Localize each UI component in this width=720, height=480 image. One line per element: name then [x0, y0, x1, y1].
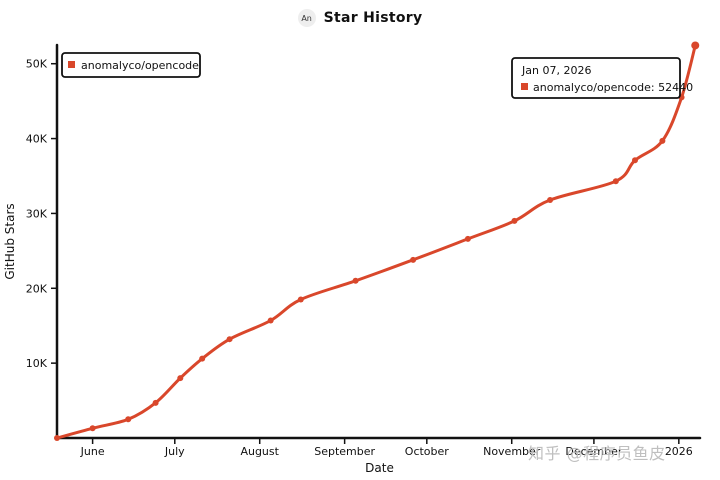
legend-swatch: [68, 61, 75, 68]
data-point: [511, 217, 518, 224]
data-point: [267, 317, 274, 324]
data-point: [89, 425, 96, 432]
data-point: [547, 196, 554, 203]
chart-header: An Star History: [0, 6, 720, 30]
series-points: [54, 41, 700, 441]
data-point: [152, 399, 159, 406]
x-tick-label: October: [405, 445, 449, 458]
data-point: [410, 256, 417, 263]
legend-box: [61, 52, 201, 78]
data-point: [352, 277, 359, 284]
y-tick-label: 40K: [26, 133, 48, 146]
y-tick-label: 20K: [26, 282, 48, 295]
x-axis-ticks: June July August September October November De…: [80, 438, 693, 458]
x-tick-label: 2026: [665, 445, 693, 458]
data-point: [659, 137, 666, 144]
data-point: [177, 375, 184, 382]
tooltip-swatch: [521, 83, 528, 90]
y-tick-label: 10K: [26, 357, 48, 370]
data-point: [612, 178, 619, 185]
tooltip-box: [511, 57, 681, 99]
y-tick-label: 50K: [26, 58, 48, 71]
data-point: [226, 336, 233, 343]
data-point: [54, 435, 60, 441]
series-line-anomalyco-opencode: [55, 43, 697, 440]
data-point: [199, 355, 206, 362]
legend[interactable]: anomalyco/opencode: [61, 52, 201, 78]
x-tick-label: July: [164, 445, 185, 458]
data-point: [297, 296, 304, 303]
data-point: [125, 416, 132, 423]
tooltip-date: Jan 07, 2026: [521, 64, 591, 77]
data-point: [631, 157, 638, 164]
y-axis-ticks: 10K 20K 30K 40K 50K: [26, 58, 57, 370]
chart-title: Star History: [323, 10, 423, 26]
data-point: [464, 235, 471, 242]
x-tick-label: August: [240, 445, 279, 458]
tooltip: Jan 07, 2026 anomalyco/opencode: 52440: [511, 57, 693, 99]
x-tick-label: December: [565, 445, 623, 458]
repo-avatar: An: [297, 9, 316, 27]
legend-label: anomalyco/opencode: [81, 59, 199, 72]
x-axis-title: Date: [365, 461, 394, 475]
y-tick-label: 30K: [26, 207, 48, 220]
watermark-text: 知乎 @程序员鱼皮: [528, 444, 666, 463]
data-point: [691, 41, 700, 50]
y-axis-title: GitHub Stars: [3, 203, 17, 279]
x-tick-label: September: [314, 445, 375, 458]
x-tick-label: November: [483, 445, 541, 458]
tooltip-value: anomalyco/opencode: 52440: [533, 81, 693, 94]
x-tick-label: June: [80, 445, 105, 458]
